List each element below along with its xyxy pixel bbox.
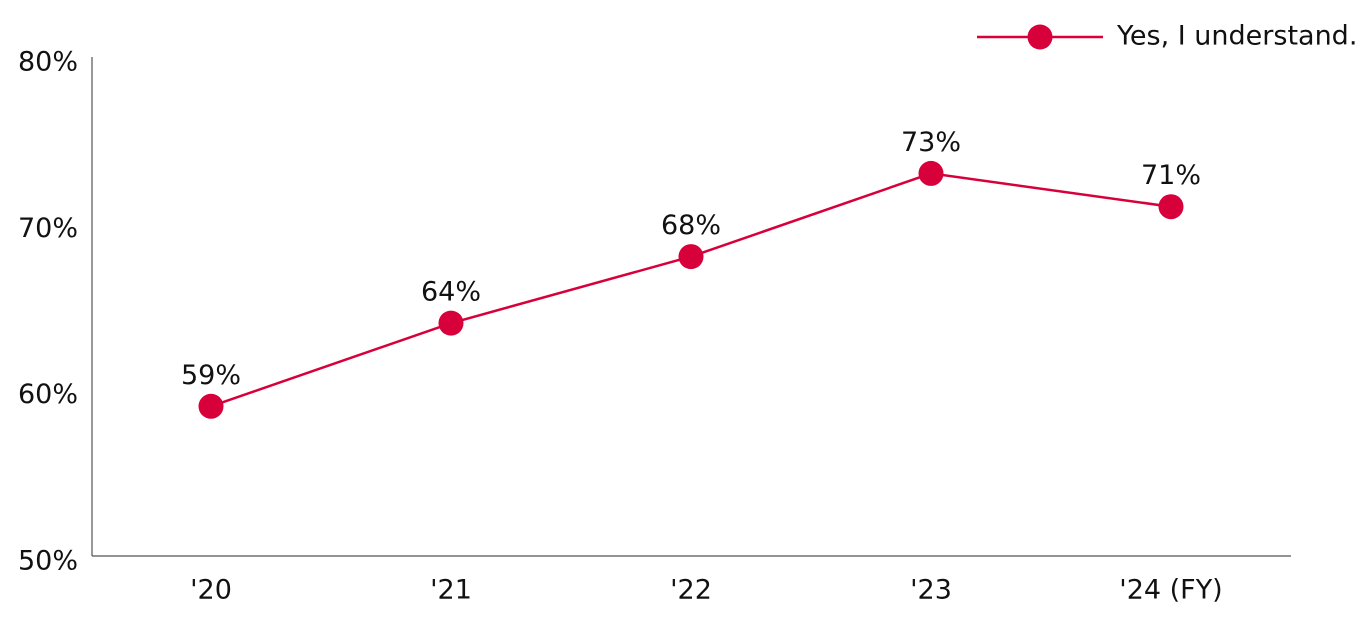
x-tick-label: '21 [430, 575, 472, 606]
point [438, 310, 464, 336]
line [210, 172, 1172, 408]
x-tick-label: '22 [670, 575, 712, 606]
point [1158, 194, 1184, 220]
legend-marker [1027, 24, 1053, 50]
data-label: 68% [661, 210, 721, 241]
x-tick-label: '23 [910, 575, 952, 606]
data-label: 59% [181, 360, 241, 391]
y-tick-label: 80% [18, 47, 78, 78]
y-tick-label: 70% [18, 213, 78, 244]
data-label: 64% [421, 277, 481, 308]
y-tick-label: 60% [18, 379, 78, 410]
point [678, 244, 704, 270]
data-label: 73% [901, 127, 961, 158]
x-tick-label: '20 [190, 575, 232, 606]
x-tick-label: '24 (FY) [1119, 575, 1222, 606]
point [198, 393, 224, 419]
legend-label: Yes, I understand. [1116, 21, 1357, 52]
data-label: 71% [1141, 160, 1201, 191]
point [918, 160, 944, 186]
y-tick-label: 50% [18, 546, 78, 577]
